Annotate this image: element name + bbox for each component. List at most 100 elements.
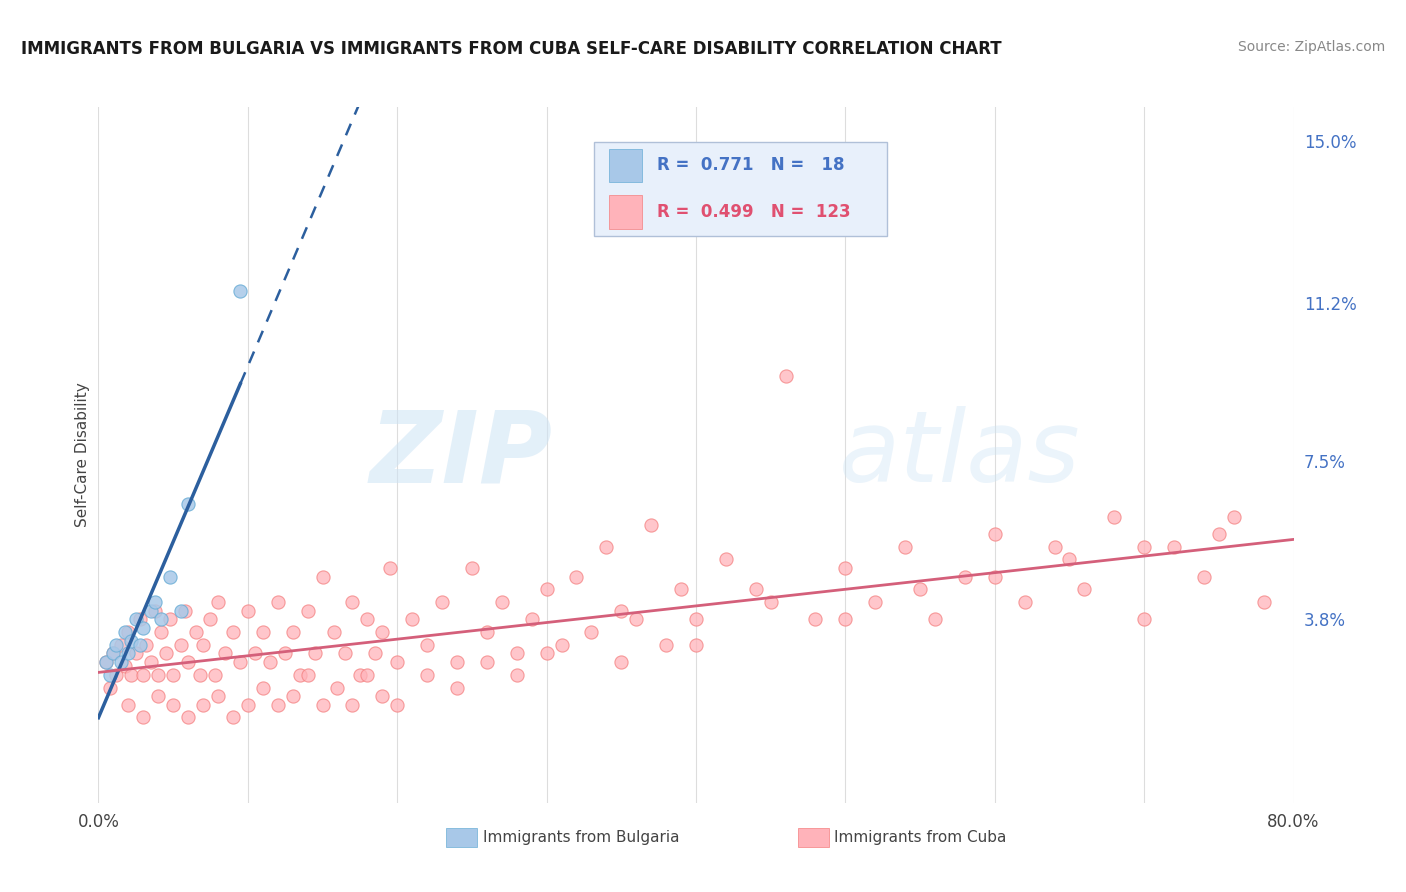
- Point: [204, 667, 226, 681]
- Point: [177, 710, 200, 724]
- Point: [132, 667, 155, 681]
- Point: [245, 647, 267, 661]
- Point: [581, 625, 603, 640]
- Point: [98, 667, 122, 681]
- Point: [288, 667, 311, 681]
- Bar: [609, 195, 643, 229]
- Point: [371, 689, 394, 703]
- Point: [655, 638, 678, 652]
- Point: [311, 698, 333, 712]
- Point: [984, 527, 1007, 541]
- Point: [125, 612, 148, 626]
- Y-axis label: Self-Care Disability: Self-Care Disability: [75, 383, 90, 527]
- Point: [475, 625, 498, 640]
- Point: [1163, 540, 1185, 554]
- Point: [745, 582, 768, 597]
- Point: [984, 569, 1007, 583]
- Point: [267, 698, 290, 712]
- Point: [117, 698, 139, 712]
- Bar: [609, 149, 643, 182]
- Text: atlas: atlas: [839, 407, 1081, 503]
- Point: [125, 647, 148, 661]
- Point: [1133, 612, 1156, 626]
- Point: [924, 612, 946, 626]
- Point: [129, 638, 152, 652]
- Point: [685, 612, 707, 626]
- Point: [775, 368, 797, 383]
- Point: [200, 612, 222, 626]
- Point: [110, 638, 132, 652]
- Point: [1208, 527, 1230, 541]
- Point: [565, 569, 588, 583]
- Point: [311, 569, 333, 583]
- Text: R =  0.771   N =   18: R = 0.771 N = 18: [657, 156, 844, 175]
- Point: [1133, 540, 1156, 554]
- Point: [169, 604, 191, 618]
- Point: [281, 689, 304, 703]
- Point: [135, 638, 157, 652]
- Point: [356, 612, 378, 626]
- Point: [536, 582, 558, 597]
- Point: [188, 667, 211, 681]
- Point: [103, 647, 125, 661]
- Point: [506, 647, 529, 661]
- Point: [150, 625, 173, 640]
- Point: [610, 604, 633, 618]
- Point: [685, 638, 707, 652]
- Point: [184, 625, 207, 640]
- Point: [191, 698, 214, 712]
- Point: [105, 638, 128, 652]
- Point: [297, 604, 319, 618]
- Point: [550, 638, 572, 652]
- Point: [105, 667, 128, 681]
- Point: [610, 655, 633, 669]
- Point: [834, 561, 856, 575]
- Point: [207, 595, 229, 609]
- Point: [1192, 569, 1215, 583]
- Point: [416, 638, 439, 652]
- Point: [378, 561, 401, 575]
- Point: [120, 667, 142, 681]
- Point: [274, 647, 297, 661]
- Point: [132, 621, 155, 635]
- Point: [323, 625, 346, 640]
- Point: [894, 540, 917, 554]
- Point: [236, 604, 259, 618]
- Text: ZIP: ZIP: [370, 407, 553, 503]
- Point: [236, 698, 259, 712]
- Point: [148, 689, 170, 703]
- Point: [159, 569, 181, 583]
- Point: [834, 612, 856, 626]
- Point: [252, 681, 274, 695]
- Point: [342, 698, 364, 712]
- Point: [1073, 582, 1095, 597]
- Point: [169, 638, 191, 652]
- Point: [430, 595, 453, 609]
- Point: [759, 595, 782, 609]
- Point: [252, 625, 274, 640]
- Point: [640, 518, 662, 533]
- Point: [159, 612, 181, 626]
- Point: [222, 625, 245, 640]
- Point: [162, 667, 184, 681]
- Point: [143, 604, 166, 618]
- Point: [281, 625, 304, 640]
- Point: [506, 667, 529, 681]
- Text: IMMIGRANTS FROM BULGARIA VS IMMIGRANTS FROM CUBA SELF-CARE DISABILITY CORRELATIO: IMMIGRANTS FROM BULGARIA VS IMMIGRANTS F…: [21, 40, 1001, 58]
- Point: [110, 655, 132, 669]
- Point: [349, 667, 371, 681]
- Point: [333, 647, 356, 661]
- Point: [475, 655, 498, 669]
- Point: [207, 689, 229, 703]
- Point: [139, 655, 162, 669]
- Point: [229, 655, 252, 669]
- Text: R =  0.499   N =  123: R = 0.499 N = 123: [657, 203, 851, 221]
- Point: [461, 561, 484, 575]
- Point: [120, 633, 142, 648]
- Point: [536, 647, 558, 661]
- Point: [155, 647, 177, 661]
- Point: [1014, 595, 1036, 609]
- Point: [117, 647, 139, 661]
- Point: [98, 681, 122, 695]
- Point: [1043, 540, 1066, 554]
